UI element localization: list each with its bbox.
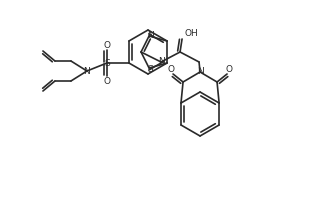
Text: N: N	[83, 67, 90, 76]
Text: S: S	[147, 64, 153, 73]
Text: N: N	[197, 68, 204, 77]
Text: O: O	[103, 41, 110, 50]
Text: O: O	[168, 66, 175, 74]
Text: OH: OH	[184, 30, 198, 38]
Text: N: N	[147, 31, 153, 40]
Text: O: O	[226, 66, 232, 74]
Text: N: N	[158, 57, 164, 67]
Text: O: O	[103, 77, 110, 85]
Text: S: S	[104, 58, 110, 68]
